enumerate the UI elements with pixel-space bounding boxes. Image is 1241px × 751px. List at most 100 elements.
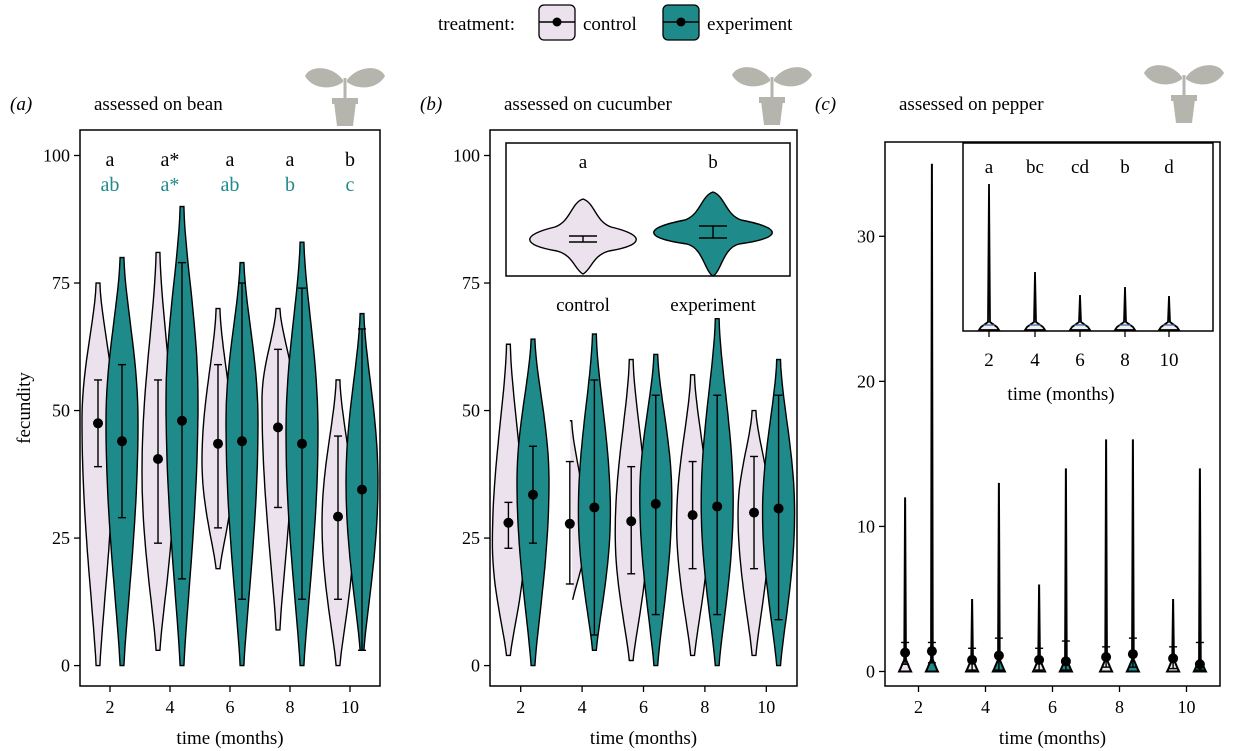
y-tick-label: 100 (43, 146, 70, 166)
inset-category-label: experiment (670, 295, 756, 316)
inset-frame (962, 142, 1214, 332)
inset-violin (1023, 271, 1047, 331)
mean-point (773, 503, 784, 514)
sig-letter-control: a (286, 149, 295, 171)
plant-pot-rim (1171, 95, 1197, 101)
plant-pot-rim (332, 98, 358, 104)
y-tick-label: 25 (462, 528, 480, 548)
mean-point (177, 415, 187, 426)
inset-letter: a (579, 152, 588, 173)
inset-letter: cd (1071, 157, 1089, 178)
inset-x-tick-label: 8 (1120, 350, 1130, 371)
mean-point (589, 502, 600, 513)
y-axis-label: fecundity (14, 372, 35, 444)
plant-pot (1173, 99, 1195, 123)
mean-point (926, 646, 937, 657)
inset-x-tick-label: 2 (984, 350, 994, 371)
mean-point (1060, 656, 1071, 667)
mean-point (1194, 659, 1205, 670)
panel-letter: (c) (815, 94, 836, 115)
sig-letter-experiment: c (346, 174, 355, 196)
plant-stem (343, 78, 347, 100)
inset-letter: bc (1026, 157, 1044, 178)
plant-leaf-right (774, 67, 812, 87)
x-tick-label: 4 (981, 697, 990, 717)
y-tick-label: 0 (471, 656, 480, 676)
violin-experiment (991, 482, 1007, 673)
mean-point (967, 654, 978, 665)
mean-point (153, 454, 163, 465)
x-tick-label: 2 (106, 697, 115, 717)
x-tick-label: 4 (166, 697, 175, 717)
panel-c (879, 141, 1221, 692)
panel-title: assessed on cucumber (504, 94, 672, 115)
sig-letter-experiment: ab (221, 174, 240, 196)
inset-x-tick-label: 10 (1160, 350, 1179, 371)
y-tick-label: 20 (857, 371, 875, 391)
plant-leaf-left (305, 68, 343, 88)
mean-point (93, 418, 103, 429)
plant-pot-rim (759, 97, 785, 103)
violin-experiment (1192, 468, 1208, 673)
panel-b (484, 129, 798, 692)
legend-key-point (552, 17, 562, 27)
inset-letter: b (708, 152, 718, 173)
inset-x-tick-label: 6 (1075, 350, 1085, 371)
y-tick-label: 75 (462, 273, 480, 293)
sig-letter-control: b (345, 149, 355, 171)
mean-point (213, 438, 223, 449)
mean-point (712, 501, 723, 512)
mean-point (1034, 654, 1045, 665)
sig-letter-control: a (106, 149, 115, 171)
mean-point (687, 510, 698, 521)
x-tick-label: 2 (516, 697, 525, 717)
sig-letter-control: a (226, 149, 235, 171)
plant-stem (770, 77, 774, 99)
inset-letter: b (1120, 157, 1130, 178)
inset-violin (1113, 286, 1137, 331)
x-tick-label: 10 (757, 697, 775, 717)
violin-control (1098, 439, 1114, 673)
plant-icon-cucumber (732, 67, 812, 125)
y-tick-label: 25 (52, 528, 70, 548)
mean-point (333, 511, 343, 522)
x-tick-label: 6 (226, 697, 235, 717)
x-axis-label: time (months) (999, 728, 1106, 749)
plant-leaf-right (1186, 65, 1224, 85)
mean-point (237, 436, 247, 447)
mean-point (503, 517, 514, 528)
sig-letter-experiment: a* (161, 174, 180, 196)
x-tick-label: 6 (1048, 697, 1057, 717)
sig-letter-experiment: ab (101, 174, 120, 196)
y-tick-label: 75 (52, 273, 70, 293)
plant-icon-bean (305, 68, 385, 126)
mean-point (297, 438, 307, 449)
panel-a (74, 129, 381, 692)
x-tick-label: 4 (578, 697, 587, 717)
x-axis-label: time (months) (176, 728, 283, 749)
panel-letter: (b) (420, 94, 442, 115)
inset-x-tick-label: 4 (1030, 350, 1040, 371)
x-tick-label: 6 (639, 697, 648, 717)
inset-violin (1068, 294, 1092, 331)
y-tick-label: 50 (462, 401, 480, 421)
plant-leaf-left (732, 67, 770, 87)
plant-pot (761, 101, 783, 125)
mean-point (650, 498, 661, 509)
mean-point (273, 422, 283, 433)
inset-frame (505, 142, 791, 277)
mean-point (1101, 651, 1112, 662)
legend-title: treatment: (438, 14, 515, 35)
mean-point (117, 436, 127, 447)
plant-icon-pepper (1144, 65, 1224, 123)
x-tick-label: 8 (700, 697, 709, 717)
mean-point (564, 518, 575, 529)
y-tick-label: 0 (866, 661, 875, 681)
mean-point (749, 507, 760, 518)
y-tick-label: 10 (857, 516, 875, 536)
panel-title: assessed on pepper (899, 94, 1044, 115)
panel-letter: (a) (10, 94, 32, 115)
inset-letter: a (985, 157, 994, 178)
x-axis-label: time (months) (590, 728, 697, 749)
